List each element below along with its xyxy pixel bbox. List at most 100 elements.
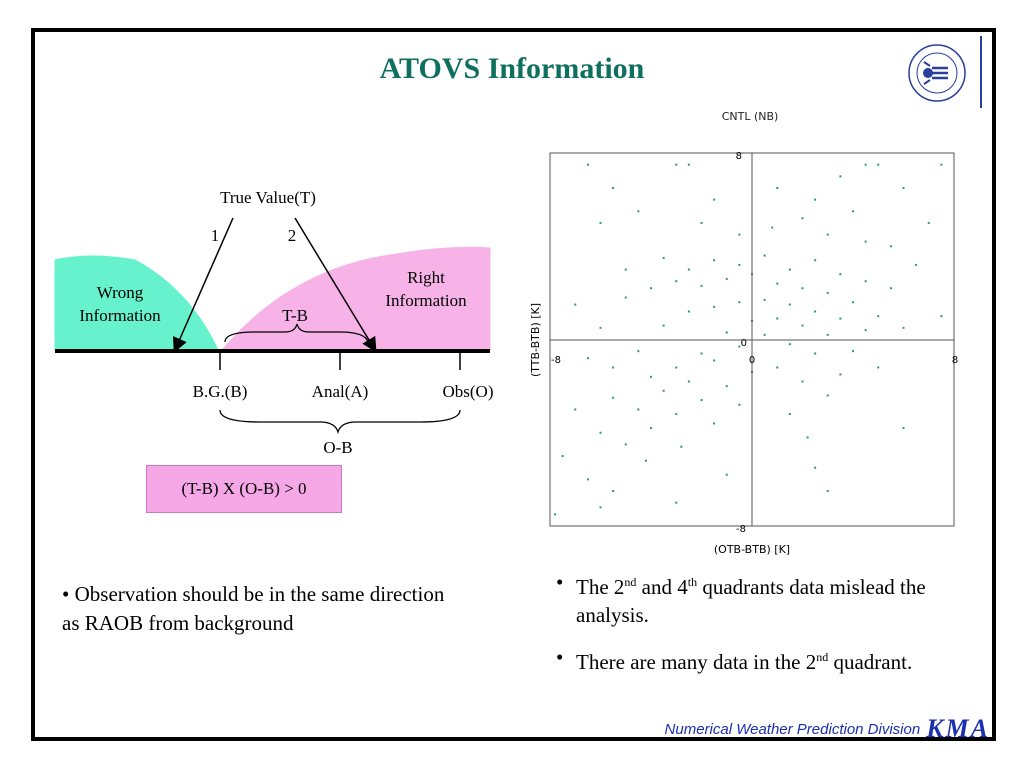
scatter-point — [776, 366, 779, 369]
arrow-2-label: 2 — [288, 226, 297, 245]
scatter-point — [599, 506, 602, 509]
scatter-point — [586, 357, 589, 360]
scatter-point — [839, 175, 842, 178]
scatter-point — [788, 268, 791, 271]
scatter-point — [801, 287, 804, 290]
footer: Numerical Weather Prediction Division KM… — [560, 714, 990, 743]
scatter-chart: -8 0 8 8 0 -8 (OTB-BTB) [K] (TTB-BTB) [K… — [529, 151, 958, 555]
scatter-point — [776, 317, 779, 320]
scatter-point — [864, 240, 867, 243]
tb-label: T-B — [282, 306, 308, 325]
scatter-point — [599, 326, 602, 329]
scatter-point — [725, 473, 728, 476]
chart-title: CNTL (NB) — [721, 110, 779, 123]
scatter-point — [763, 254, 766, 257]
scatter-point — [889, 245, 892, 248]
arrow-2 — [294, 217, 377, 353]
scatter-point — [650, 375, 652, 378]
scatter-point — [700, 284, 703, 287]
scatter-point — [801, 217, 804, 220]
scatter-point — [574, 408, 577, 411]
scatter-point — [776, 282, 779, 285]
y-tick-mid: 0 — [741, 338, 747, 349]
ob-label: O-B — [323, 438, 352, 457]
slide-title: ATOVS Information — [379, 52, 645, 85]
formula-box: (T-B) X (O-B) > 0 — [146, 465, 342, 513]
scatter-point — [725, 385, 728, 388]
right-region — [220, 246, 491, 351]
scatter-point — [624, 296, 627, 299]
scatter-point — [680, 445, 683, 448]
scatter-point — [612, 396, 615, 399]
scatter-point — [801, 324, 804, 327]
footer-division-text: Numerical Weather Prediction Division — [664, 720, 921, 738]
scatter-point — [877, 366, 880, 369]
scatter-point — [725, 331, 728, 334]
scatter-point — [637, 408, 640, 411]
arrow-1-label: 1 — [211, 226, 220, 245]
slide-frame — [31, 28, 996, 741]
scatter-point — [637, 350, 640, 353]
right-bullet-list: • The 2nd and 4th quadrants data mislead… — [556, 568, 976, 690]
x-axis-label: (OTB-BTB) [K] — [714, 543, 790, 555]
scatter-point — [826, 291, 829, 294]
scatter-point — [637, 210, 640, 213]
scatter-point — [864, 329, 867, 332]
scatter-point — [814, 466, 817, 469]
x-tick-right: 8 — [952, 355, 958, 366]
scatter-point — [738, 233, 741, 236]
analysis-diagram: True Value(T) 1 2 Wrong Information Righ… — [54, 188, 494, 457]
scatter-point — [612, 366, 615, 369]
right-label-line2: Information — [385, 291, 467, 310]
scatter-point — [806, 436, 809, 439]
scatter-point — [788, 303, 791, 306]
scatter-point — [826, 490, 829, 493]
y-axis-label: (TTB-BTB) [K] — [529, 303, 542, 377]
scatter-point — [612, 490, 615, 493]
scatter-point — [675, 280, 678, 283]
scatter-point — [599, 431, 602, 434]
scatter-point — [700, 352, 703, 355]
scatter-point — [662, 324, 665, 327]
scatter-point — [561, 455, 564, 458]
scatter-point — [662, 389, 665, 392]
scatter-point — [902, 427, 905, 430]
scatter-point — [713, 422, 716, 425]
scatter-point — [554, 513, 557, 516]
scatter-point — [826, 333, 829, 336]
y-tick-bottom: -8 — [736, 524, 746, 535]
scatter-point — [852, 301, 854, 304]
scatter-point — [713, 198, 716, 201]
scatter-point — [801, 380, 804, 383]
scatter-point — [814, 198, 817, 201]
scatter-point — [586, 478, 589, 481]
scatter-point — [788, 413, 791, 416]
scatter-point — [763, 298, 766, 301]
scatter-point — [624, 268, 627, 271]
scatter-point — [889, 287, 892, 290]
scatter-point — [687, 163, 690, 166]
scatter-point — [902, 186, 905, 189]
scatter-point — [852, 210, 854, 213]
scatter-point — [940, 315, 943, 318]
ob-brace — [219, 409, 461, 435]
scatter-point — [624, 443, 627, 446]
scatter-point — [864, 163, 867, 166]
footer-kma-logo: KMA — [926, 714, 990, 743]
scatter-point — [839, 317, 842, 320]
scatter-point — [915, 263, 918, 266]
scatter-point — [826, 233, 829, 236]
scatter-point — [940, 163, 943, 166]
right-bullet-2: • There are many data in the 2nd quadran… — [556, 643, 976, 676]
scatter-point — [877, 315, 880, 318]
bullet-dot: • — [556, 645, 564, 669]
scatter-point — [644, 459, 647, 462]
true-value-label: True Value(T) — [220, 188, 316, 207]
scatter-point — [839, 273, 842, 276]
scatter-point — [814, 310, 817, 313]
scatter-point — [599, 221, 602, 224]
scatter-point — [814, 352, 817, 355]
scatter-point — [738, 345, 741, 348]
bg-label: B.G.(B) — [193, 382, 248, 401]
scatter-point — [687, 310, 690, 313]
